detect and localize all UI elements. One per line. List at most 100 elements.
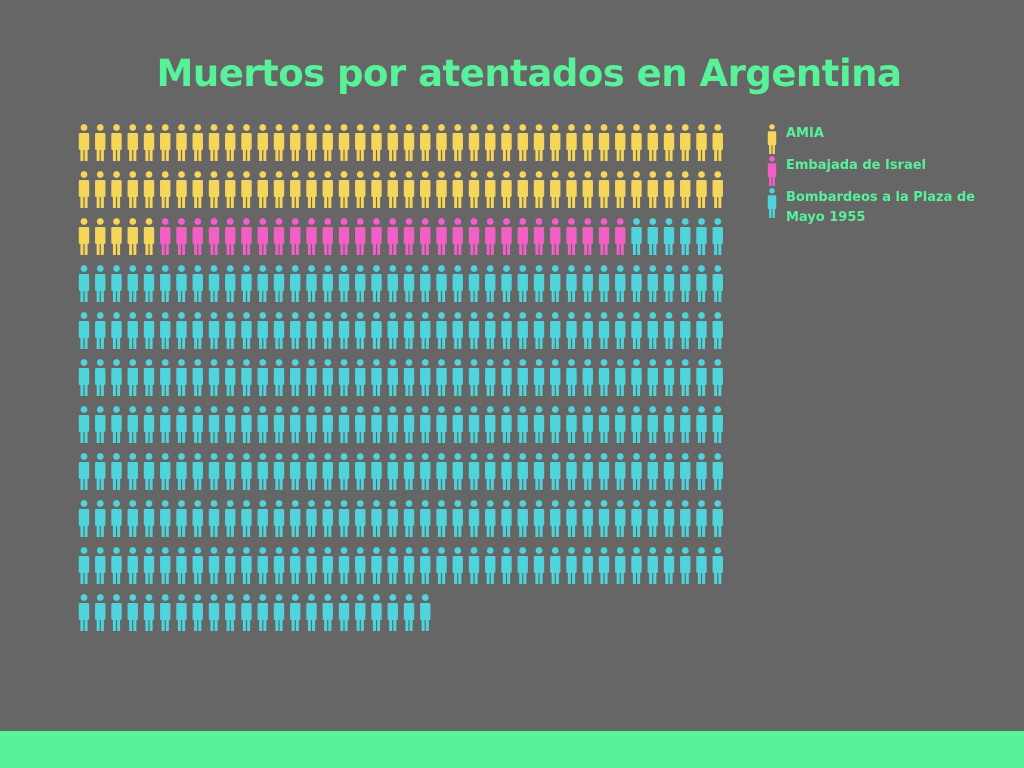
person-figure-series-2 bbox=[322, 359, 333, 396]
person-figure-series-2 bbox=[78, 359, 90, 396]
person-figure-series-2 bbox=[403, 547, 415, 584]
person-figure-series-2 bbox=[663, 406, 675, 443]
person-figure-series-1 bbox=[273, 218, 285, 255]
person-figure-series-2 bbox=[290, 500, 301, 537]
person-figure-series-0 bbox=[257, 171, 268, 208]
person-figure-series-2 bbox=[306, 265, 317, 302]
person-figure-series-2 bbox=[501, 453, 512, 490]
person-figure-series-2 bbox=[452, 359, 463, 396]
person-figure-series-2 bbox=[371, 453, 382, 490]
person-figure-series-2 bbox=[127, 500, 138, 537]
person-figure-series-2 bbox=[192, 547, 203, 584]
person-figure-series-2 bbox=[160, 500, 171, 537]
person-figure-series-2 bbox=[176, 265, 187, 302]
person-figure-series-2 bbox=[566, 453, 577, 490]
person-figure-series-2 bbox=[452, 500, 463, 537]
person-figure-series-2 bbox=[111, 265, 122, 302]
person-figure-series-2 bbox=[192, 312, 203, 349]
person-figure-series-0 bbox=[615, 171, 626, 208]
person-figure-series-2 bbox=[257, 406, 268, 443]
person-figure-series-2 bbox=[420, 265, 431, 302]
person-figure-series-2 bbox=[192, 500, 203, 537]
person-figure-series-2 bbox=[273, 453, 285, 490]
person-figure-series-2 bbox=[371, 312, 382, 349]
person-figure-series-2 bbox=[598, 265, 610, 302]
person-figure-series-2 bbox=[663, 453, 675, 490]
person-figure-series-2 bbox=[192, 406, 203, 443]
person-figure-series-2 bbox=[160, 547, 171, 584]
person-figure-series-0 bbox=[517, 171, 528, 208]
person-figure-series-2 bbox=[647, 359, 658, 396]
person-figure-series-2 bbox=[387, 312, 398, 349]
person-figure-series-2 bbox=[680, 312, 691, 349]
person-figure-series-2 bbox=[615, 500, 626, 537]
person-figure-series-2 bbox=[663, 500, 675, 537]
person-figure-series-2 bbox=[712, 265, 723, 302]
person-figure-series-0 bbox=[78, 124, 90, 161]
person-figure-series-2 bbox=[322, 453, 333, 490]
person-figure-series-2 bbox=[387, 500, 398, 537]
person-figure-series-2 bbox=[192, 594, 203, 631]
person-figure-series-2 bbox=[127, 453, 138, 490]
person-figure-series-0 bbox=[517, 124, 528, 161]
person-figure-series-2 bbox=[631, 406, 642, 443]
person-figure-series-2 bbox=[160, 312, 171, 349]
person-figure-series-2 bbox=[647, 406, 658, 443]
person-figure-series-2 bbox=[127, 359, 138, 396]
person-figure-series-0 bbox=[338, 124, 350, 161]
person-figure-series-2 bbox=[436, 312, 447, 349]
person-figure-series-2 bbox=[663, 359, 675, 396]
person-figure-series-1 bbox=[615, 218, 626, 255]
person-figure-series-1 bbox=[208, 218, 220, 255]
person-figure-series-0 bbox=[663, 124, 675, 161]
person-figure-series-0 bbox=[241, 124, 252, 161]
person-figure-series-0 bbox=[355, 171, 366, 208]
person-figure-series-2 bbox=[176, 547, 187, 584]
person-figure-series-2 bbox=[371, 500, 382, 537]
person-figure-series-2 bbox=[615, 453, 626, 490]
person-figure-series-2 bbox=[582, 359, 593, 396]
legend-label: Embajada de Israel bbox=[786, 158, 927, 173]
person-figure-series-1 bbox=[192, 218, 203, 255]
person-figure-series-2 bbox=[696, 359, 707, 396]
person-figure-series-2 bbox=[598, 547, 610, 584]
person-figure-series-0 bbox=[78, 218, 90, 255]
person-figure-series-2 bbox=[468, 547, 480, 584]
person-figure-series-2 bbox=[225, 594, 236, 631]
person-figure-series-2 bbox=[225, 500, 236, 537]
person-figure-series-1 bbox=[598, 218, 610, 255]
person-figure-series-2 bbox=[208, 359, 220, 396]
person-figure-series-0 bbox=[160, 171, 171, 208]
person-figure-series-2 bbox=[501, 406, 512, 443]
person-figure-series-1 bbox=[533, 218, 545, 255]
person-figure-series-2 bbox=[290, 406, 301, 443]
figure-grid bbox=[78, 124, 723, 631]
person-figure-series-2 bbox=[550, 265, 561, 302]
person-figure-series-2 bbox=[127, 547, 138, 584]
person-figure-series-2 bbox=[338, 359, 350, 396]
person-figure-series-2 bbox=[355, 594, 366, 631]
person-figure-series-2 bbox=[631, 312, 642, 349]
person-figure-series-2 bbox=[403, 453, 415, 490]
person-figure-series-2 bbox=[533, 500, 545, 537]
person-figure-series-2 bbox=[192, 359, 203, 396]
person-figure-series-0 bbox=[533, 171, 545, 208]
person-figure-series-2 bbox=[78, 406, 90, 443]
person-figure-series-2 bbox=[712, 359, 723, 396]
person-figure-series-2 bbox=[468, 406, 480, 443]
person-figure-series-0 bbox=[485, 124, 496, 161]
person-figure-series-2 bbox=[355, 547, 366, 584]
person-figure-series-0 bbox=[338, 171, 350, 208]
legend-label: Bombardeos a la Plaza de Mayo 1955 bbox=[786, 190, 975, 225]
person-figure-series-2 bbox=[696, 312, 707, 349]
person-figure-series-2 bbox=[143, 406, 155, 443]
person-figure-series-2 bbox=[241, 594, 252, 631]
person-figure-series-2 bbox=[322, 594, 333, 631]
person-figure-series-1 bbox=[403, 218, 415, 255]
person-figure-series-2 bbox=[696, 500, 707, 537]
person-figure-series-2 bbox=[517, 547, 528, 584]
person-figure-series-2 bbox=[338, 594, 350, 631]
person-figure-series-1 bbox=[322, 218, 333, 255]
person-figure-series-2 bbox=[95, 547, 106, 584]
person-figure-series-2 bbox=[208, 500, 220, 537]
